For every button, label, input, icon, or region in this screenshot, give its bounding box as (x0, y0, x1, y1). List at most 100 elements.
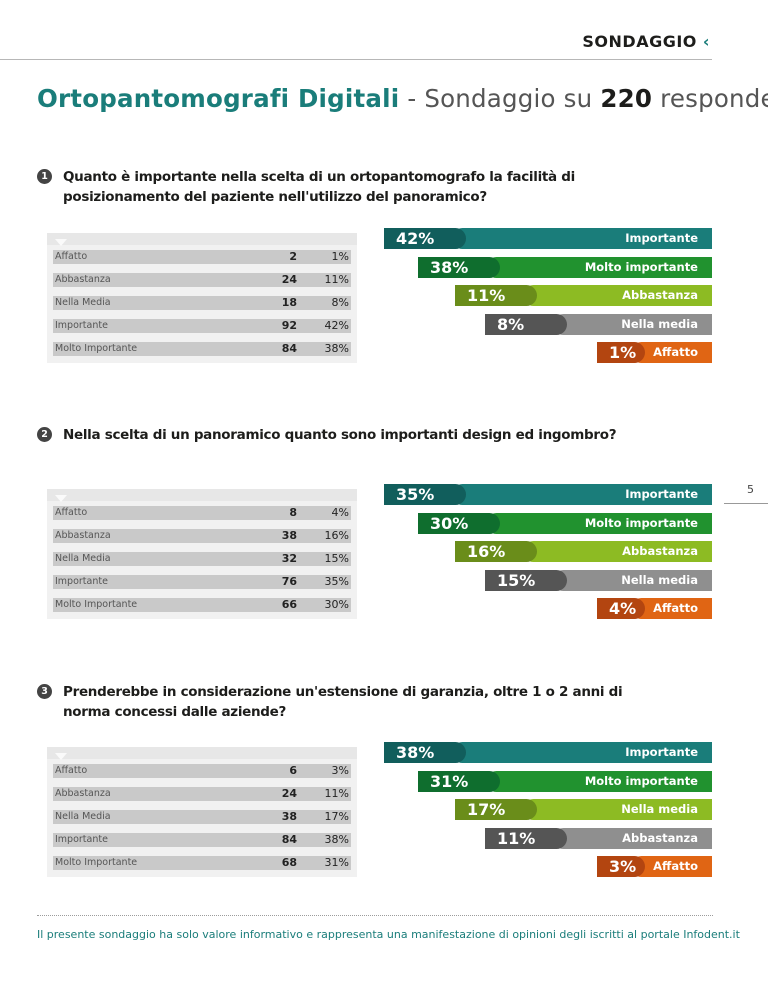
title-connector: - Sondaggio su (399, 84, 601, 113)
result-bar: 42% Importante (384, 228, 712, 249)
bar-label: Abbastanza (622, 544, 698, 558)
row-percent: 35% (324, 575, 349, 588)
results-table: Affatto 6 3% Abbastanza 24 11% Nella Media 38 17… (47, 747, 357, 877)
row-label: Importante (55, 576, 108, 587)
bar-label: Molto importante (584, 259, 698, 274)
bar-percent: 35% (384, 484, 466, 505)
results-table: Affatto 2 1% Abbastanza 24 11% Nella Media 18 8%… (47, 233, 357, 363)
bar-fill (523, 285, 712, 306)
row-label: Affatto (55, 507, 88, 518)
question-number-badge: 3 (37, 684, 52, 699)
bar-percent: 3% (597, 856, 645, 877)
row-count: 6 (289, 764, 297, 777)
row-count: 38 (281, 810, 297, 823)
table-row: Nella Media 38 17% (53, 810, 351, 824)
row-count: 18 (281, 296, 297, 309)
bar-fill (631, 598, 712, 619)
footer-disclaimer: Il presente sondaggio ha solo valore inf… (37, 928, 740, 941)
result-bar: 17% Nella media (455, 799, 712, 820)
result-bar: 1% Affatto (597, 342, 712, 363)
row-percent: 16% (324, 529, 349, 542)
bar-label: Affatto (653, 601, 698, 615)
row-count: 32 (281, 552, 297, 565)
bar-label: Molto importante (584, 773, 698, 788)
row-percent: 11% (324, 273, 349, 286)
result-bar: 38% Importante (384, 742, 712, 763)
bar-fill (523, 541, 712, 562)
row-percent: 31% (324, 856, 349, 869)
row-percent: 15% (324, 552, 349, 565)
results-table: Affatto 8 4% Abbastanza 38 16% Nella Media 32 15… (47, 489, 357, 619)
table-row: Importante 76 35% (53, 575, 351, 589)
bar-label: Importante (625, 487, 698, 501)
bar-fill (452, 742, 712, 763)
bar-percent: 31% (418, 770, 500, 792)
bar-label: Nella media (621, 316, 698, 331)
table-header-tab (47, 747, 357, 760)
question-text: Quanto è importante nella scelta di un o… (63, 169, 575, 205)
result-bar: 11% Abbastanza (455, 285, 712, 306)
row-count: 8 (289, 506, 297, 519)
row-percent: 3% (331, 764, 349, 777)
table-row: Affatto 6 3% (53, 764, 351, 778)
result-bar: 11% Abbastanza (485, 827, 712, 849)
bar-fill (486, 256, 712, 278)
table-row: Nella Media 18 8% (53, 296, 351, 310)
row-percent: 1% (331, 250, 349, 263)
title-topic: Ortopantomografi Digitali (37, 84, 400, 113)
row-label: Abbastanza (55, 788, 111, 799)
bar-label: Importante (625, 231, 698, 245)
row-label: Nella Media (55, 811, 111, 822)
question-text: Nella scelta di un panoramico quanto son… (63, 427, 617, 443)
bar-percent: 16% (455, 541, 537, 562)
question-text: Prenderebbe in considerazione un'estensi… (63, 684, 623, 720)
bar-percent: 11% (485, 827, 567, 849)
section-label-text: SONDAGGIO (582, 32, 697, 51)
result-bar: 16% Abbastanza (455, 541, 712, 562)
row-percent: 42% (324, 319, 349, 332)
bar-label: Nella media (621, 572, 698, 587)
row-label: Nella Media (55, 553, 111, 564)
row-percent: 38% (324, 342, 349, 355)
row-percent: 11% (324, 787, 349, 800)
bar-label: Nella media (621, 802, 698, 816)
row-percent: 17% (324, 810, 349, 823)
result-bar: 30% Molto importante (418, 512, 712, 534)
row-count: 84 (281, 342, 297, 355)
bar-percent: 42% (384, 228, 466, 249)
page-number: 5 (747, 483, 754, 496)
bar-label: Abbastanza (622, 830, 698, 845)
bar-label: Affatto (653, 345, 698, 359)
table-row: Affatto 8 4% (53, 506, 351, 520)
result-bar: 35% Importante (384, 484, 712, 505)
bar-fill (486, 512, 712, 534)
table-row: Abbastanza 38 16% (53, 529, 351, 543)
table-row: Molto Importante 84 38% (53, 342, 351, 356)
title-respondent-count: 220 (600, 84, 653, 113)
bar-fill (452, 228, 712, 249)
result-bar: 15% Nella media (485, 569, 712, 591)
row-label: Abbastanza (55, 274, 111, 285)
table-row: Importante 92 42% (53, 319, 351, 333)
bar-percent: 4% (597, 598, 645, 619)
bar-percent: 1% (597, 342, 645, 363)
question-number-badge: 1 (37, 169, 52, 184)
row-label: Abbastanza (55, 530, 111, 541)
row-count: 38 (281, 529, 297, 542)
row-count: 92 (281, 319, 297, 332)
bar-label: Molto importante (584, 515, 698, 530)
table-row: Abbastanza 24 11% (53, 787, 351, 801)
result-bar: 8% Nella media (485, 313, 712, 335)
table-row: Importante 84 38% (53, 833, 351, 847)
row-count: 76 (281, 575, 297, 588)
table-header-tab (47, 233, 357, 246)
bar-label: Importante (625, 745, 698, 759)
bar-percent: 11% (455, 285, 537, 306)
bar-fill (631, 856, 712, 877)
row-count: 24 (281, 787, 297, 800)
bar-label: Affatto (653, 859, 698, 873)
bar-fill (553, 313, 712, 335)
row-percent: 38% (324, 833, 349, 846)
row-label: Molto Importante (55, 343, 138, 354)
bar-percent: 38% (418, 256, 500, 278)
